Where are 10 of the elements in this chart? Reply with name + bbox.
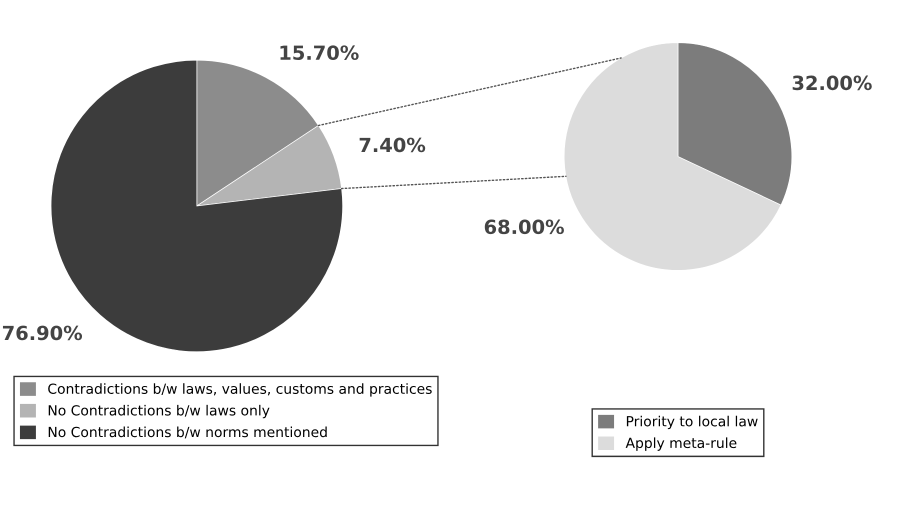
- legend-label: Priority to local law: [626, 416, 758, 430]
- data-label: 15.70%: [280, 45, 359, 60]
- data-label: 7.40%: [360, 138, 426, 152]
- legend-label: No Contradictions b/w laws only: [48, 404, 270, 418]
- data-label: 32.00%: [792, 76, 872, 90]
- data-label: 76.90%: [2, 326, 82, 340]
- legend-label: Contradictions b/w laws, values, customs and practices: [48, 383, 432, 397]
- legend-label: No Contradictions b/w norms mentioned: [48, 426, 327, 438]
- legend-label: Apply meta-rule: [626, 437, 736, 451]
- data-label: 68.00%: [484, 219, 564, 234]
